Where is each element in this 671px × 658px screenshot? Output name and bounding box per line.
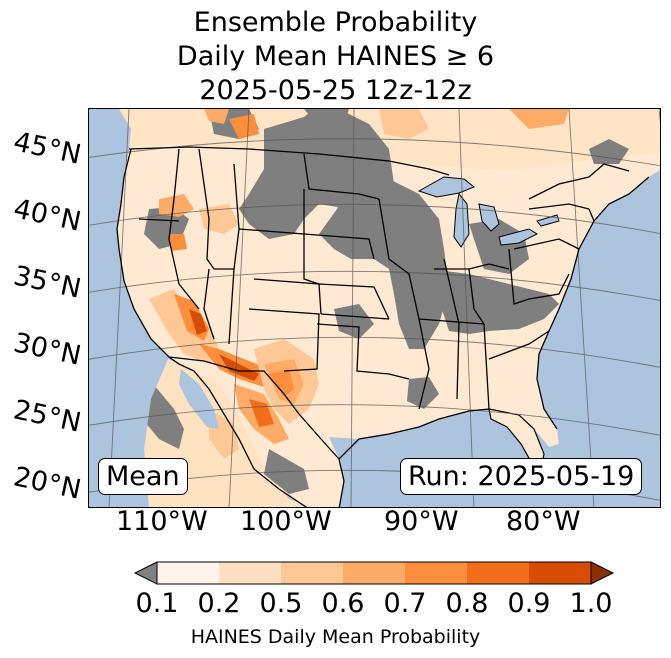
atlantic-ocean [537, 170, 660, 507]
map-svg [89, 109, 660, 507]
political-borders [116, 146, 650, 507]
colorbar-tick-6: 0.8 [445, 588, 489, 619]
colorbar-label: HAINES Daily Mean Probability [190, 626, 481, 648]
lon-label-110: 110°W [116, 506, 208, 537]
colorbar-segment [157, 562, 220, 584]
colorbar-under-arrow [133, 561, 158, 585]
colorbar-outline [156, 561, 592, 585]
lat-label-30: 30°N [10, 327, 84, 372]
title-line-2: Daily Mean HAINES ≥ 6 [176, 41, 495, 72]
lat-label-20: 20°N [10, 461, 84, 506]
lon-label-90: 90°W [384, 506, 459, 537]
run-label-box: Run: 2025-05-19 [400, 458, 643, 495]
colorbar-segment [467, 562, 530, 584]
great-lakes [417, 176, 560, 248]
lat-label-45: 45°N [10, 126, 84, 171]
lon-label-80: 80°W [506, 506, 581, 537]
lat-label-40: 40°N [10, 193, 84, 238]
colorbar [133, 561, 615, 585]
colorbar-tick-8: 1.0 [569, 588, 613, 619]
colorbar-tick-1: 0.1 [135, 588, 179, 619]
colorbar-segment [281, 562, 344, 584]
colorbar-tick-7: 0.9 [507, 588, 551, 619]
title-line-3: 2025-05-25 12z-12z [199, 75, 472, 106]
colorbar-over-arrow [590, 561, 615, 585]
colorbar-segment [405, 562, 468, 584]
map-panel [88, 108, 661, 508]
lon-label-100: 100°W [240, 506, 332, 537]
lat-label-25: 25°N [10, 394, 84, 439]
colorbar-tick-4: 0.6 [321, 588, 365, 619]
colorbar-segment [219, 562, 282, 584]
gulf-of-california [179, 369, 219, 429]
colorbar-tick-3: 0.5 [259, 588, 303, 619]
pacific-ocean [89, 109, 169, 507]
lat-label-35: 35°N [10, 260, 84, 305]
colorbar-segment [529, 562, 592, 584]
colorbar-segment [343, 562, 406, 584]
colorbar-tick-2: 0.2 [197, 588, 241, 619]
colorbar-tick-5: 0.7 [383, 588, 427, 619]
title-line-1: Ensemble Probability [193, 7, 478, 38]
stat-label-box: Mean [98, 458, 188, 495]
